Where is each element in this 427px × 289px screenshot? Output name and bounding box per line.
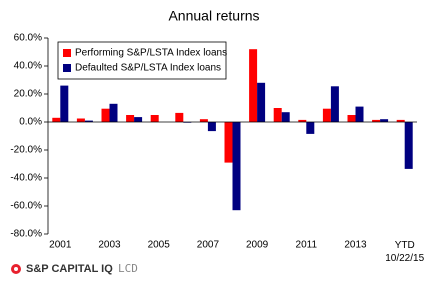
bar (273, 108, 282, 122)
bar (249, 49, 258, 123)
logo-icon-center (14, 267, 18, 271)
bar (109, 103, 118, 122)
y-tick-label: 20.0% (14, 89, 42, 100)
x-tick-label: 2011 (296, 240, 318, 251)
x-tick-label: 2003 (98, 240, 121, 251)
legend-box (57, 41, 227, 80)
bar (372, 119, 381, 122)
bar (84, 120, 93, 122)
bar (298, 119, 307, 122)
bar (126, 115, 135, 122)
bar (330, 86, 339, 122)
bar (76, 118, 85, 122)
bar (60, 85, 69, 122)
x-tick-label: YTD 10/22/15 (385, 240, 424, 264)
bar (322, 108, 331, 122)
bar (257, 82, 266, 122)
bar (224, 122, 233, 163)
y-tick-label: 0.0% (19, 117, 42, 128)
y-tick-label: -40.0% (10, 173, 42, 184)
y-tick-label: 40.0% (14, 61, 42, 72)
legend-swatch (63, 64, 71, 72)
x-tick-label: 2013 (344, 240, 367, 251)
x-tick-label: 2009 (246, 240, 269, 251)
bar (281, 112, 290, 122)
x-tick-label: 2001 (49, 240, 72, 251)
x-tick-label: 2005 (148, 240, 171, 251)
bar (380, 119, 389, 122)
bar (150, 115, 159, 122)
bar (347, 115, 356, 122)
legend-label: Performing S&P/LSTA Index loans (75, 48, 227, 59)
bar (232, 122, 241, 211)
bar (404, 122, 413, 169)
y-tick-label: -60.0% (10, 201, 42, 212)
bar (207, 122, 216, 132)
y-tick-label: -80.0% (10, 229, 42, 240)
footer-brand: S&P CAPITAL IQ (26, 263, 113, 275)
bar (306, 122, 315, 134)
footer-product: LCD (118, 262, 138, 275)
legend-swatch (63, 49, 71, 57)
y-tick-label: -20.0% (10, 145, 42, 156)
legend-label: Defaulted S&P/LSTA Index loans (75, 63, 221, 74)
chart-title: Annual returns (168, 8, 259, 24)
bar (101, 108, 110, 122)
bar (134, 117, 143, 122)
y-tick-label: 60.0% (14, 33, 42, 44)
bar (199, 119, 208, 122)
bar (175, 112, 184, 122)
x-tick-label: 2007 (197, 240, 220, 251)
bar (355, 106, 364, 122)
bar (396, 119, 405, 122)
bar (52, 117, 61, 122)
